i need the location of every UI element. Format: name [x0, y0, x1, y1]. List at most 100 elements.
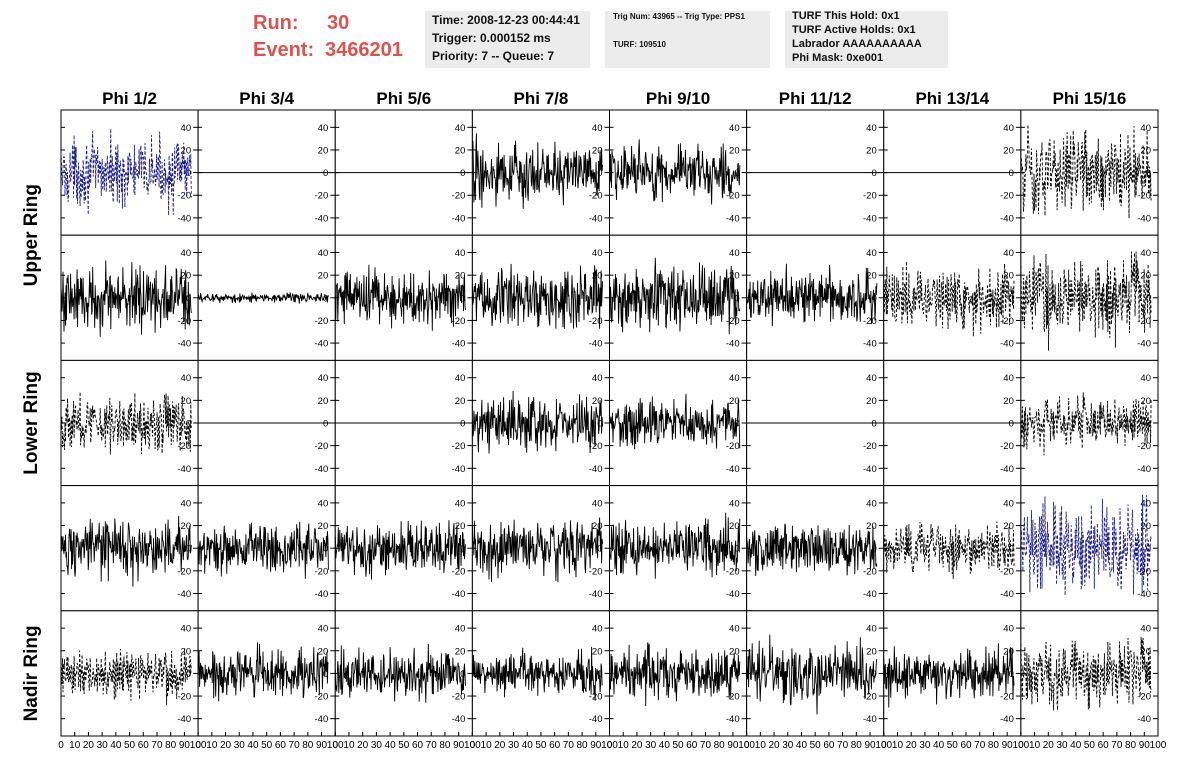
x-tick-label: 90 [727, 740, 739, 751]
waveform-trace [1020, 494, 1152, 596]
y-tick-label: 40 [318, 248, 329, 259]
x-tick-label: 0 [744, 740, 750, 751]
y-tick-label: -20 [589, 191, 603, 202]
y-tick-label: -40 [1137, 339, 1151, 350]
y-tick-label: -20 [726, 316, 740, 327]
x-tick-label: 30 [1056, 740, 1068, 751]
waveform-trace [471, 133, 604, 209]
y-tick-label: 0 [460, 419, 465, 430]
waveform-trace [609, 393, 741, 450]
waveform-trace [334, 643, 466, 703]
y-tick-label: -20 [1137, 692, 1151, 703]
y-tick-label: 20 [455, 271, 466, 282]
x-tick-label: 50 [398, 740, 410, 751]
y-tick-label: -40 [726, 714, 740, 725]
x-tick-label: 0 [332, 740, 338, 751]
y-tick-label: 20 [592, 271, 603, 282]
y-tick-label: 40 [592, 624, 603, 635]
y-tick-label: 40 [1003, 373, 1014, 384]
waveform-trace [60, 515, 192, 587]
y-tick-label: 40 [318, 373, 329, 384]
y-tick-label: 0 [871, 419, 876, 430]
x-tick-label: 30 [782, 740, 794, 751]
time-text: Time: 2008-12-23 00:44:41 [432, 13, 580, 27]
y-tick-label: 0 [460, 168, 465, 179]
waveform-trace [1020, 124, 1152, 219]
y-tick-label: -20 [726, 191, 740, 202]
x-tick-label: 20 [631, 740, 643, 751]
x-tick-label: 90 [453, 740, 465, 751]
y-tick-label: -20 [863, 191, 877, 202]
y-tick-label: -40 [863, 714, 877, 725]
waveform-trace [60, 260, 192, 337]
y-tick-label: 20 [1003, 271, 1014, 282]
y-tick-label: 40 [592, 248, 603, 259]
y-tick-label: 0 [323, 419, 328, 430]
x-tick-label: 10 [481, 740, 493, 751]
y-tick-label: -40 [177, 213, 191, 224]
y-tick-label: -40 [452, 339, 466, 350]
x-tick-label: 20 [906, 740, 918, 751]
y-tick-label: -40 [315, 714, 329, 725]
waveform-trace [60, 128, 192, 216]
x-tick-label: 0 [58, 740, 64, 751]
waveform-trace [609, 642, 741, 707]
x-tick-label: 10 [69, 740, 81, 751]
y-tick-label: -20 [726, 566, 740, 577]
y-tick-label: 0 [597, 669, 602, 680]
x-tick-label: 60 [549, 740, 561, 751]
x-tick-label: 40 [110, 740, 122, 751]
y-tick-label: 20 [318, 145, 329, 156]
waveform-trace [1020, 392, 1152, 456]
y-tick-label: -20 [1000, 191, 1014, 202]
waveform-trace [334, 264, 466, 331]
x-tick-label: 0 [607, 740, 613, 751]
y-tick-label: 40 [729, 123, 740, 134]
x-tick-label: 60 [823, 740, 835, 751]
column-title: Phi 13/14 [915, 89, 989, 108]
y-tick-label: 20 [1003, 396, 1014, 407]
y-tick-label: -20 [315, 191, 329, 202]
y-tick-label: 40 [181, 373, 192, 384]
waveform-trace [471, 390, 604, 454]
waveform-trace [883, 643, 1015, 708]
waveform-trace [197, 642, 329, 702]
y-tick-label: 0 [1146, 168, 1151, 179]
x-tick-label: 50 [261, 740, 273, 751]
event-value: 3466201 [325, 39, 403, 61]
ring-label: Upper Ring [21, 184, 42, 286]
y-tick-label: 0 [871, 168, 876, 179]
y-tick-label: -40 [726, 464, 740, 475]
y-tick-label: -40 [315, 589, 329, 600]
x-tick-label: 60 [1098, 740, 1110, 751]
y-tick-label: 40 [866, 373, 877, 384]
waveform-trace [883, 521, 1015, 580]
y-tick-label: -40 [1137, 213, 1151, 224]
column-title: Phi 1/2 [102, 89, 157, 108]
y-tick-label: -40 [1137, 464, 1151, 475]
event-label: Event: [253, 39, 315, 61]
y-tick-label: -40 [177, 464, 191, 475]
x-tick-label: 90 [590, 740, 602, 751]
x-tick-label: 30 [645, 740, 657, 751]
x-tick-label: 60 [412, 740, 424, 751]
y-tick-label: -40 [1000, 339, 1014, 350]
x-tick-label: 40 [385, 740, 397, 751]
y-tick-label: 20 [455, 396, 466, 407]
y-tick-label: 0 [323, 669, 328, 680]
y-tick-label: -20 [589, 316, 603, 327]
x-tick-label: 100 [190, 740, 207, 751]
y-tick-label: 0 [186, 669, 191, 680]
y-tick-label: 20 [1003, 646, 1014, 657]
y-tick-label: 20 [181, 396, 192, 407]
priority-text: Priority: 7 -- Queue: 7 [432, 49, 555, 63]
y-tick-label: -20 [315, 566, 329, 577]
y-tick-label: -20 [452, 191, 466, 202]
x-tick-label: 40 [522, 740, 534, 751]
y-tick-label: 40 [866, 498, 877, 509]
x-tick-label: 100 [738, 740, 755, 751]
column-title: Phi 11/12 [779, 89, 852, 108]
x-tick-label: 40 [796, 740, 808, 751]
x-tick-label: 90 [864, 740, 876, 751]
x-tick-label: 100 [1013, 740, 1030, 751]
